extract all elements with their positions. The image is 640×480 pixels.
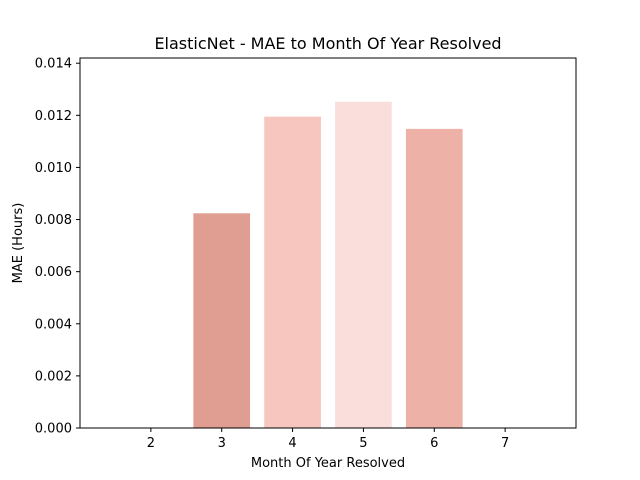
- x-axis: 2 3 4 5 6 7: [147, 428, 509, 451]
- x-tick-label: 6: [430, 436, 438, 451]
- x-tick-label: 5: [359, 436, 367, 451]
- x-tick-label: 3: [218, 436, 226, 451]
- y-tick-label: 0.000: [35, 422, 72, 437]
- x-tick-label: 2: [147, 436, 155, 451]
- bar-month-4: [264, 116, 321, 428]
- y-tick-label: 0.002: [35, 369, 72, 384]
- chart-title: ElasticNet - MAE to Month Of Year Resolv…: [154, 34, 501, 53]
- y-tick-label: 0.006: [35, 265, 72, 280]
- y-tick-label: 0.008: [35, 213, 72, 228]
- y-axis: 0.000 0.002 0.004 0.006 0.008 0.010 0.012 0.014: [35, 57, 80, 437]
- x-tick-label: 4: [288, 436, 296, 451]
- bar-month-5: [335, 101, 392, 428]
- y-tick-label: 0.012: [35, 109, 72, 124]
- bars-layer: [193, 101, 463, 429]
- x-tick-label: 7: [501, 436, 509, 451]
- bar-month-6: [405, 128, 463, 429]
- bar-month-3: [193, 213, 251, 428]
- x-axis-title: Month Of Year Resolved: [251, 456, 405, 471]
- y-tick-label: 0.014: [35, 57, 72, 72]
- y-tick-label: 0.004: [35, 317, 72, 332]
- y-axis-title: MAE (Hours): [11, 203, 26, 284]
- y-tick-label: 0.010: [35, 161, 72, 176]
- plot-frame: [79, 57, 577, 429]
